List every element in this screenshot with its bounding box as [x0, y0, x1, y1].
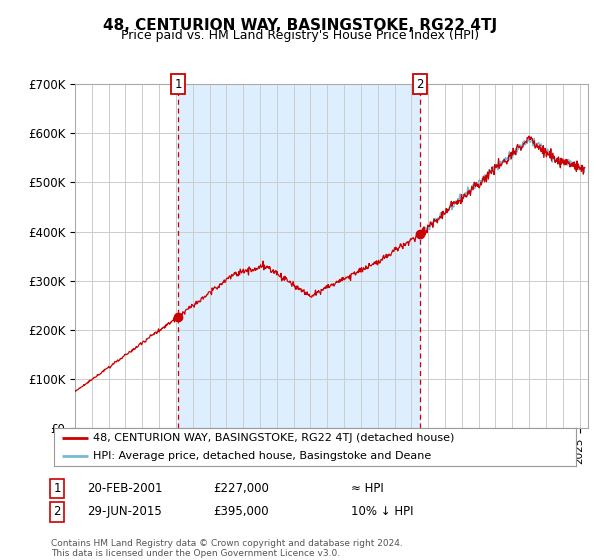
Text: 2: 2	[416, 77, 424, 91]
Text: 1: 1	[53, 482, 61, 495]
Text: 10% ↓ HPI: 10% ↓ HPI	[351, 505, 413, 519]
Bar	[178, 84, 419, 428]
Text: ≈ HPI: ≈ HPI	[351, 482, 384, 495]
Text: £227,000: £227,000	[213, 482, 269, 495]
Bar	[580, 84, 588, 428]
Text: 1: 1	[175, 77, 182, 91]
Text: 20-FEB-2001: 20-FEB-2001	[87, 482, 163, 495]
Text: £395,000: £395,000	[213, 505, 269, 519]
Text: 48, CENTURION WAY, BASINGSTOKE, RG22 4TJ: 48, CENTURION WAY, BASINGSTOKE, RG22 4TJ	[103, 18, 497, 33]
Text: 29-JUN-2015: 29-JUN-2015	[87, 505, 162, 519]
Text: Contains HM Land Registry data © Crown copyright and database right 2024.
This d: Contains HM Land Registry data © Crown c…	[51, 539, 403, 558]
Text: 48, CENTURION WAY, BASINGSTOKE, RG22 4TJ (detached house): 48, CENTURION WAY, BASINGSTOKE, RG22 4TJ…	[93, 433, 455, 443]
Text: Price paid vs. HM Land Registry's House Price Index (HPI): Price paid vs. HM Land Registry's House …	[121, 29, 479, 42]
Text: 2: 2	[53, 505, 61, 519]
Text: HPI: Average price, detached house, Basingstoke and Deane: HPI: Average price, detached house, Basi…	[93, 451, 431, 461]
